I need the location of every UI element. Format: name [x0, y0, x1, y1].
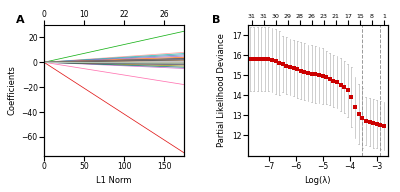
Point: [363, 119, 369, 122]
Point: [294, 68, 300, 71]
Point: [326, 78, 333, 81]
Point: [359, 117, 366, 120]
Point: [247, 58, 254, 61]
Point: [312, 73, 318, 76]
Point: [287, 65, 293, 68]
Point: [265, 58, 272, 61]
Point: [254, 58, 261, 61]
Point: [319, 74, 326, 78]
Point: [338, 83, 344, 86]
Point: [258, 58, 264, 61]
Point: [356, 112, 362, 115]
X-axis label: Log(λ): Log(λ): [304, 176, 331, 185]
Point: [301, 70, 308, 73]
Point: [308, 72, 315, 75]
Y-axis label: Coefficients: Coefficients: [7, 65, 16, 115]
Point: [348, 95, 355, 98]
Point: [334, 81, 340, 84]
Point: [316, 74, 322, 77]
Point: [374, 123, 380, 126]
Point: [251, 58, 257, 61]
Point: [298, 69, 304, 72]
Y-axis label: Partial Likelihood Deviance: Partial Likelihood Deviance: [217, 33, 226, 147]
Text: B: B: [212, 15, 221, 25]
Point: [280, 63, 286, 66]
Point: [272, 60, 279, 63]
Point: [269, 59, 275, 62]
Point: [381, 124, 387, 127]
Point: [276, 61, 282, 64]
Point: [290, 67, 297, 70]
X-axis label: L1 Norm: L1 Norm: [96, 176, 132, 185]
Text: A: A: [16, 15, 24, 25]
Point: [262, 58, 268, 61]
Point: [323, 76, 329, 79]
Point: [305, 71, 311, 74]
Point: [345, 89, 351, 92]
Point: [366, 121, 373, 124]
Point: [352, 106, 358, 109]
Point: [283, 64, 290, 67]
Point: [341, 85, 348, 88]
Point: [370, 122, 376, 125]
Point: [377, 123, 384, 127]
Point: [330, 79, 336, 82]
